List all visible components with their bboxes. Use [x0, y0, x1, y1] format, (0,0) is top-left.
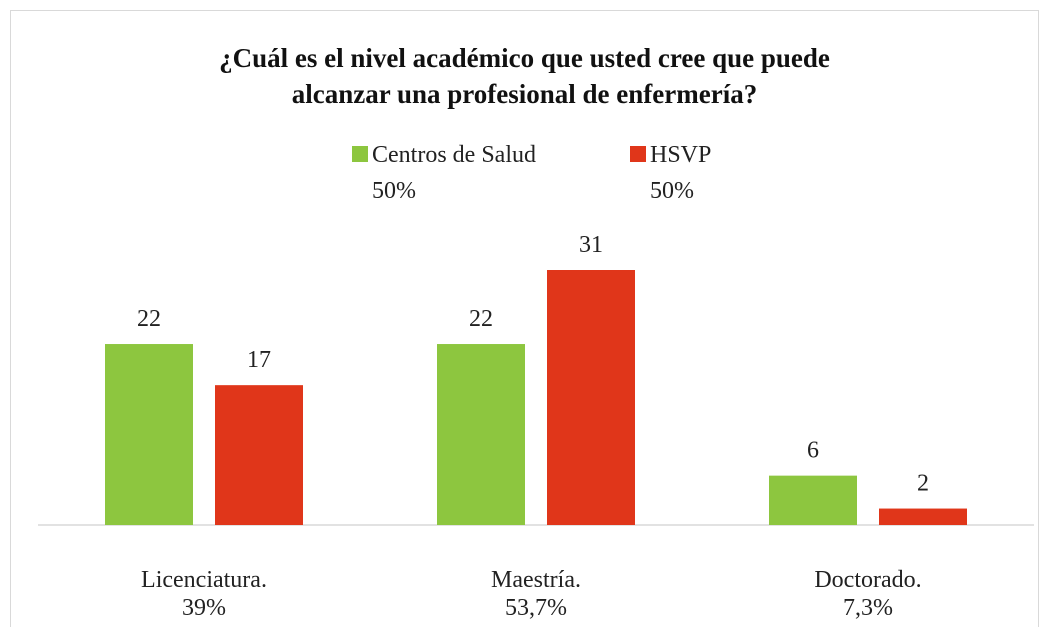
- data-label: 6: [807, 438, 819, 464]
- data-label: 2: [917, 471, 929, 497]
- chart-frame: [10, 10, 1039, 627]
- x-tick-label: Licenciatura. 39%: [141, 567, 267, 621]
- data-label: 17: [247, 347, 271, 373]
- legend-label: Centros de Salud 50%: [372, 142, 536, 204]
- legend-swatch: [630, 146, 646, 162]
- data-label: 31: [579, 232, 603, 258]
- bar: [215, 385, 303, 525]
- bar: [547, 270, 635, 525]
- bar: [105, 344, 193, 525]
- data-label: 22: [469, 306, 493, 332]
- bar: [879, 508, 967, 525]
- bar: [437, 344, 525, 525]
- bar: [769, 475, 857, 525]
- x-tick-label: Doctorado. 7,3%: [814, 567, 922, 621]
- legend-swatch: [352, 146, 368, 162]
- legend-label: HSVP 50%: [650, 142, 712, 204]
- chart-title: ¿Cuál es el nivel académico que usted cr…: [219, 43, 830, 109]
- data-label: 22: [137, 306, 161, 332]
- x-tick-label: Maestría. 53,7%: [491, 567, 581, 621]
